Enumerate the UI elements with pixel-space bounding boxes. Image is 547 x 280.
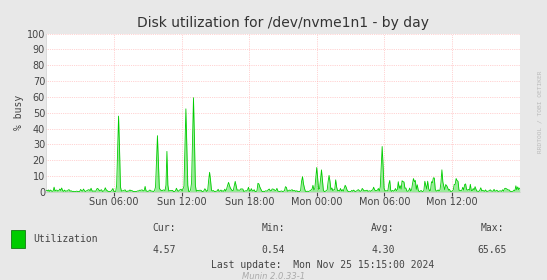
Text: RRDTOOL / TOBI OETIKER: RRDTOOL / TOBI OETIKER [538, 71, 543, 153]
Text: Avg:: Avg: [371, 223, 394, 233]
Title: Disk utilization for /dev/nvme1n1 - by day: Disk utilization for /dev/nvme1n1 - by d… [137, 16, 429, 30]
Text: 4.57: 4.57 [153, 245, 176, 255]
Text: Utilization: Utilization [33, 234, 97, 244]
Text: Min:: Min: [262, 223, 285, 233]
Text: Cur:: Cur: [153, 223, 176, 233]
Text: 4.30: 4.30 [371, 245, 394, 255]
Text: Max:: Max: [481, 223, 504, 233]
Text: 65.65: 65.65 [478, 245, 507, 255]
Text: Munin 2.0.33-1: Munin 2.0.33-1 [242, 272, 305, 280]
Text: 0.54: 0.54 [262, 245, 285, 255]
Text: Last update:  Mon Nov 25 15:15:00 2024: Last update: Mon Nov 25 15:15:00 2024 [211, 260, 434, 270]
Y-axis label: % busy: % busy [14, 95, 24, 130]
